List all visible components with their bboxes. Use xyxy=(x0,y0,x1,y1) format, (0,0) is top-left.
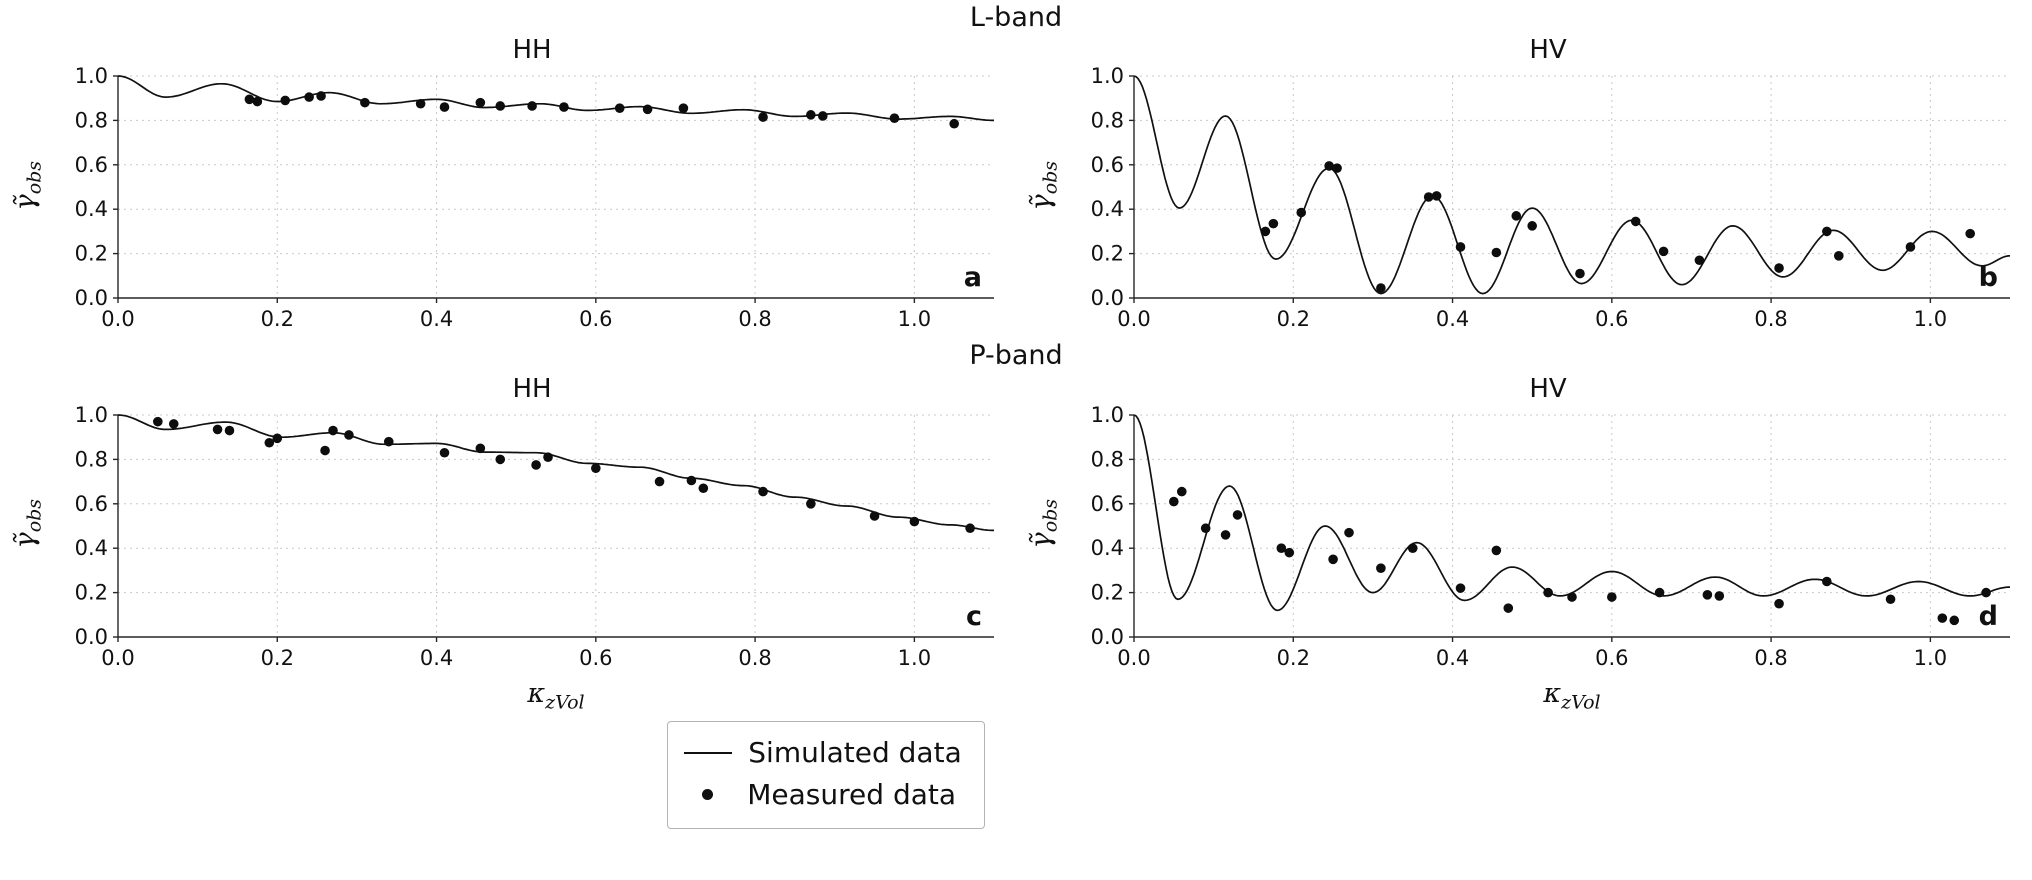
svg-text:0.4: 0.4 xyxy=(420,646,453,670)
svg-text:0.0: 0.0 xyxy=(75,286,108,310)
svg-text:0.4: 0.4 xyxy=(1091,536,1124,560)
svg-text:0.8: 0.8 xyxy=(1754,307,1787,331)
x-axis-label: κzVol xyxy=(1543,677,1601,714)
svg-text:0.2: 0.2 xyxy=(75,242,108,266)
plot-svg-d: 0.0 0.2 0.4 0.6 0.8 1.0 0.0 0.2 0.4 0.6 0.8 1.0 d xyxy=(1091,405,2010,670)
dot-marker-icon xyxy=(702,789,714,801)
svg-text:0.8: 0.8 xyxy=(1091,447,1124,471)
panel-b-title: HV xyxy=(1529,35,1567,66)
svg-text:0.0: 0.0 xyxy=(1091,625,1124,649)
svg-text:0.0: 0.0 xyxy=(101,307,134,331)
panel-c: HH γ̃obs 0.0 0.2 0.4 0.6 0.8 1.0 0.0 0.2 0.4 0.6 0… xyxy=(0,373,1016,715)
svg-text:1.0: 1.0 xyxy=(898,646,931,670)
svg-text:0.8: 0.8 xyxy=(75,109,108,133)
plot-svg-a: 0.0 0.2 0.4 0.6 0.8 1.0 0.0 0.2 0.4 0.6 0.8 1.0 a xyxy=(75,66,994,331)
x-axis-label: κzVol xyxy=(527,677,585,714)
y-axis-label: γ̃obs xyxy=(1026,160,1062,211)
legend-label: Measured data xyxy=(747,778,957,812)
svg-text:0.4: 0.4 xyxy=(1091,198,1124,222)
line-marker-icon xyxy=(684,751,733,754)
bottom-row: HH γ̃obs 0.0 0.2 0.4 0.6 0.8 1.0 0.0 0.2 0.4 0.6 0… xyxy=(0,373,2032,715)
svg-text:0.8: 0.8 xyxy=(738,307,771,331)
svg-text:0.4: 0.4 xyxy=(1436,646,1469,670)
svg-text:0.6: 0.6 xyxy=(579,646,612,670)
svg-text:1.0: 1.0 xyxy=(1091,66,1124,88)
y-axis-label: γ̃obs xyxy=(10,499,46,549)
svg-text:0.6: 0.6 xyxy=(579,307,612,331)
panel-b: HV γ̃obs 0.0 0.2 0.4 0.6 0.8 1.0 0.0 0.2 0.4 0.6 0… xyxy=(1016,34,2032,338)
y-axis-label: γ̃obs xyxy=(10,160,46,211)
panel-c-title: HH xyxy=(512,373,552,404)
legend-item-measured: Measured data xyxy=(684,774,961,816)
svg-text:0.0: 0.0 xyxy=(1117,646,1150,670)
svg-text:0.4: 0.4 xyxy=(75,536,108,560)
panel-d: HV γ̃obs 0.0 0.2 0.4 0.6 0.8 1.0 0.0 0.2 0.4 0.6 0… xyxy=(1016,373,2032,715)
plot-svg-c: 0.0 0.2 0.4 0.6 0.8 1.0 0.0 0.2 0.4 0.6 0.8 1.0 c xyxy=(75,405,994,670)
svg-text:1.0: 1.0 xyxy=(1914,307,1947,331)
svg-text:0.2: 0.2 xyxy=(261,646,294,670)
svg-text:0.8: 0.8 xyxy=(75,447,108,471)
legend-label: Simulated data xyxy=(748,736,962,770)
svg-text:0.0: 0.0 xyxy=(101,646,134,670)
svg-text:0.0: 0.0 xyxy=(75,625,108,649)
svg-text:0.8: 0.8 xyxy=(1754,646,1787,670)
svg-text:0.8: 0.8 xyxy=(738,646,771,670)
svg-text:0.2: 0.2 xyxy=(1277,646,1310,670)
top-row: HH γ̃obs 0.0 0.2 0.4 0.6 0.8 1.0 0.0 0.2 0.4 0.6 0… xyxy=(0,34,2032,338)
svg-text:0.6: 0.6 xyxy=(1595,646,1628,670)
svg-text:0.6: 0.6 xyxy=(75,153,108,177)
svg-text:0.4: 0.4 xyxy=(420,307,453,331)
y-axis-label: γ̃obs xyxy=(1026,499,1062,549)
svg-text:0.4: 0.4 xyxy=(75,198,108,222)
svg-text:0.8: 0.8 xyxy=(1091,109,1124,133)
svg-text:0.6: 0.6 xyxy=(1091,153,1124,177)
svg-text:1.0: 1.0 xyxy=(1091,405,1124,427)
svg-text:0.0: 0.0 xyxy=(1117,307,1150,331)
svg-text:a: a xyxy=(964,262,982,293)
svg-text:0.2: 0.2 xyxy=(1091,580,1124,604)
panel-a-title: HH xyxy=(512,35,552,66)
svg-text:0.6: 0.6 xyxy=(1595,307,1628,331)
panel-d-title: HV xyxy=(1529,373,1567,404)
panel-a: HH γ̃obs 0.0 0.2 0.4 0.6 0.8 1.0 0.0 0.2 0.4 0.6 0… xyxy=(0,34,1016,338)
band-title-lband: L-band xyxy=(969,2,1063,33)
svg-text:0.2: 0.2 xyxy=(261,307,294,331)
svg-text:d: d xyxy=(1979,601,1998,632)
legend-item-simulated: Simulated data xyxy=(684,732,962,774)
svg-text:1.0: 1.0 xyxy=(1914,646,1947,670)
svg-text:1.0: 1.0 xyxy=(75,405,108,427)
svg-text:0.2: 0.2 xyxy=(75,580,108,604)
svg-text:0.4: 0.4 xyxy=(1436,307,1469,331)
legend: Simulated data Measured data xyxy=(667,720,985,829)
plot-svg-b: 0.0 0.2 0.4 0.6 0.8 1.0 0.0 0.2 0.4 0.6 0.8 1.0 b xyxy=(1091,66,2011,331)
svg-text:0.2: 0.2 xyxy=(1277,307,1310,331)
svg-text:0.6: 0.6 xyxy=(75,492,108,516)
svg-text:b: b xyxy=(1979,262,1998,293)
svg-text:c: c xyxy=(966,601,982,632)
svg-text:0.0: 0.0 xyxy=(1091,286,1124,310)
svg-text:0.6: 0.6 xyxy=(1091,492,1124,516)
svg-text:0.2: 0.2 xyxy=(1091,242,1124,266)
svg-text:1.0: 1.0 xyxy=(75,66,108,88)
band-title-pband: P-band xyxy=(969,340,1063,372)
svg-text:1.0: 1.0 xyxy=(898,307,931,331)
